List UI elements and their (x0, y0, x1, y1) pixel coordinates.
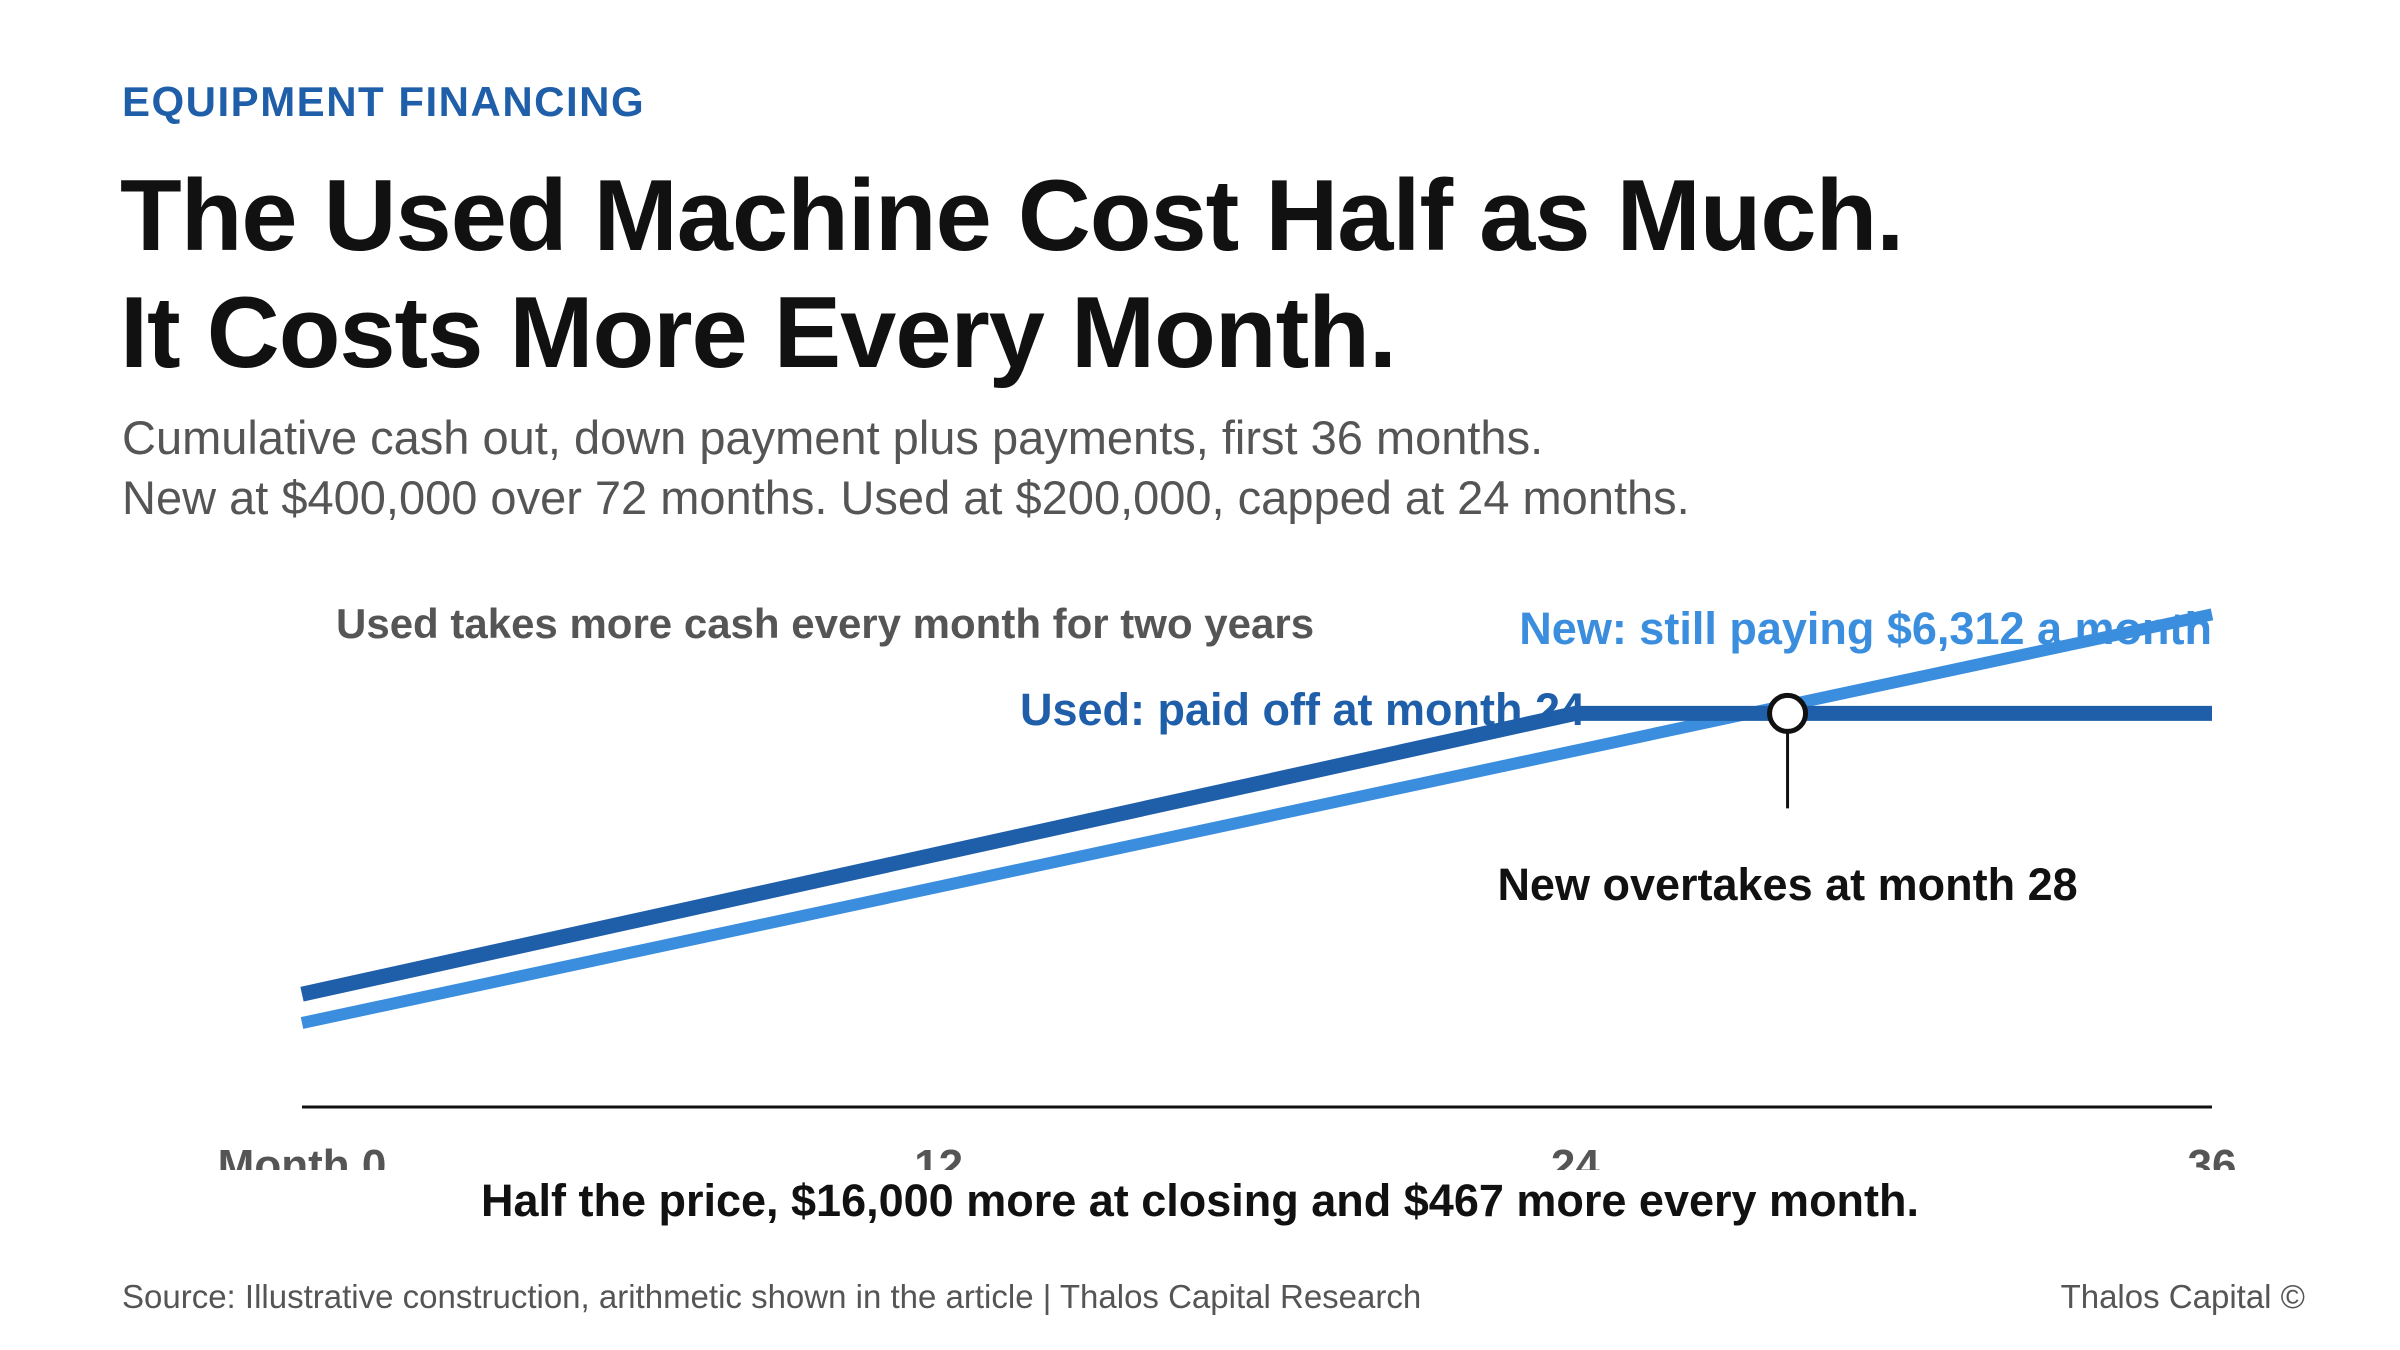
x-tick-label: 12 (914, 1141, 963, 1170)
series-line-used (300, 705, 2212, 1002)
kicker: EQUIPMENT FINANCING (122, 78, 646, 125)
subtitle: Cumulative cash out, down payment plus p… (122, 408, 2322, 528)
subtitle-line-2: New at $400,000 over 72 months. Used at … (122, 471, 1690, 524)
takeaway-caption: Half the price, $16,000 more at closing … (480, 1175, 1920, 1226)
crossover-marker (1767, 692, 1809, 734)
annotation-new-label: New: still paying $6,312 a month (1519, 603, 2212, 654)
series-line-new (300, 608, 2214, 1029)
annotation-context: Used takes more cash every month for two… (336, 600, 1314, 647)
page-title: The Used Machine Cost Half as Much. It C… (120, 158, 2320, 392)
credit: Thalos Capital © (2060, 1278, 2305, 1315)
line-chart: Month 0 12 24 36 Used takes more cash every … (218, 600, 2237, 1170)
x-tick-label: 36 (2188, 1141, 2237, 1170)
x-tick-label: Month 0 (218, 1141, 387, 1170)
subtitle-line-1: Cumulative cash out, down payment plus p… (122, 411, 1544, 464)
annotation-crossover-label: New overtakes at month 28 (1497, 859, 2077, 910)
source-note: Source: Illustrative construction, arith… (122, 1278, 1422, 1315)
annotation-used-label: Used: paid off at month 24 (1020, 684, 1585, 735)
title-line-2: It Costs More Every Month. (120, 277, 1397, 389)
x-tick-label: 24 (1551, 1141, 1600, 1170)
title-line-1: The Used Machine Cost Half as Much. (120, 160, 1904, 272)
